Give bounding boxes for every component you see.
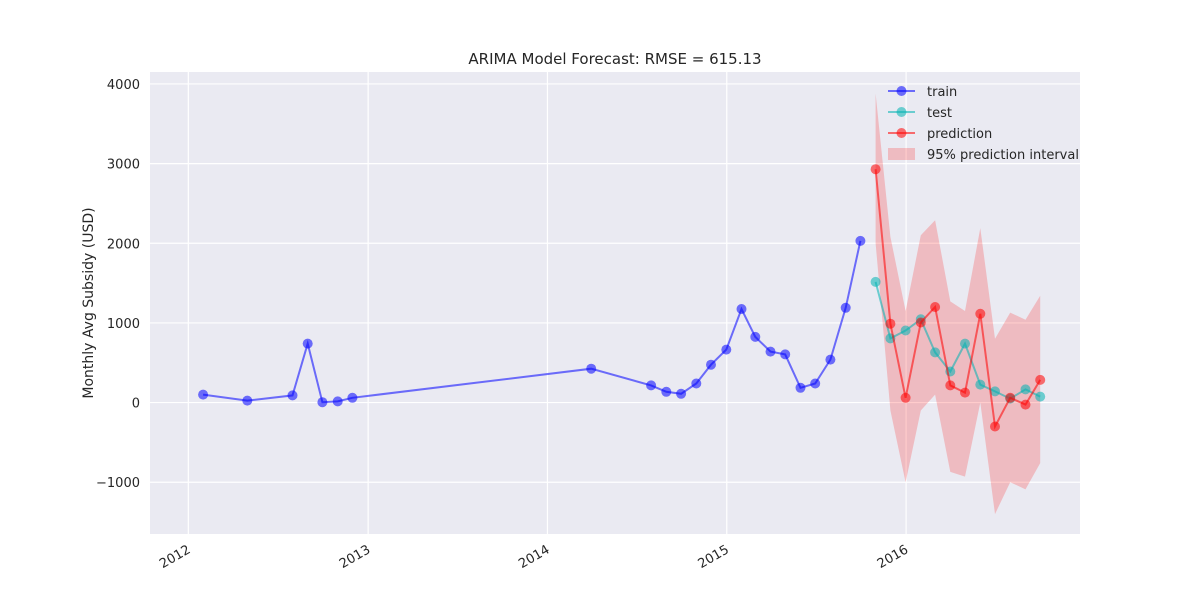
prediction-point [870,164,881,175]
train-point [810,378,821,389]
y-tick-label: 2000 [107,237,140,252]
train-point [795,382,806,393]
prediction-point [930,302,941,312]
test-point [1035,391,1046,402]
test-point [1020,384,1031,395]
prediction-point [915,317,926,328]
train-point [586,363,597,374]
x-tick-label: 2015 [696,542,732,572]
x-tick-label: 2012 [157,542,193,572]
train-point [855,235,866,246]
prediction-point [1005,392,1016,403]
legend-train-marker [896,86,907,96]
test-point [930,347,941,358]
train-point [840,302,851,313]
prediction-point [990,421,1000,432]
legend-test-marker [896,107,907,117]
prediction-point [975,308,986,319]
prediction-point [945,380,956,391]
y-tick-label: 0 [132,397,140,412]
test-point [975,379,986,390]
train-point [721,344,732,355]
prediction-point [1020,399,1031,410]
x-tick-label: 2014 [516,542,552,572]
legend-prediction-marker [896,128,907,138]
train-point [646,380,657,391]
legend-interval-label: 95% prediction interval [927,148,1079,163]
y-tick-label: 1000 [107,317,140,332]
train-point [332,396,343,407]
plot-background [150,72,1080,534]
y-tick-label: −1000 [96,476,140,491]
grid-layer [150,72,1080,534]
train-point [302,338,313,349]
x-tick-label: 2013 [337,542,373,572]
prediction-interval-band [875,93,1041,515]
legend-interval-swatch [888,148,915,160]
train-point [198,389,209,400]
train-point [661,386,672,397]
prediction-point [900,392,911,403]
legend-test-label: test [927,106,952,121]
train-point [317,397,328,408]
y-tick-label: 3000 [107,158,140,173]
test-point [900,325,911,336]
chart-title: ARIMA Model Forecast: RMSE = 615.13 [468,50,761,68]
series-layer [198,93,1046,515]
train-point [780,349,791,360]
train-point [347,392,358,403]
test-point [870,276,881,287]
train-point [765,346,776,357]
train-point [691,378,702,389]
train-point [287,390,298,401]
prediction-point [885,318,896,329]
x-tick-label: 2016 [875,542,911,572]
test-point [990,386,1000,397]
train-point [242,395,253,406]
prediction-point [960,387,970,398]
prediction-point [1035,374,1046,385]
train-point [825,354,836,365]
test-point [960,338,970,349]
train-point [750,331,761,342]
train-point [706,359,716,370]
train-point [676,388,687,399]
y-axis-label: Monthly Avg Subsidy (USD) [81,207,97,398]
legend-prediction-label: prediction [927,127,992,142]
legend-train-label: train [927,85,957,100]
legend: train test prediction 95% prediction interv… [888,85,1079,163]
y-tick-label: 4000 [107,78,140,93]
train-point [736,304,747,314]
